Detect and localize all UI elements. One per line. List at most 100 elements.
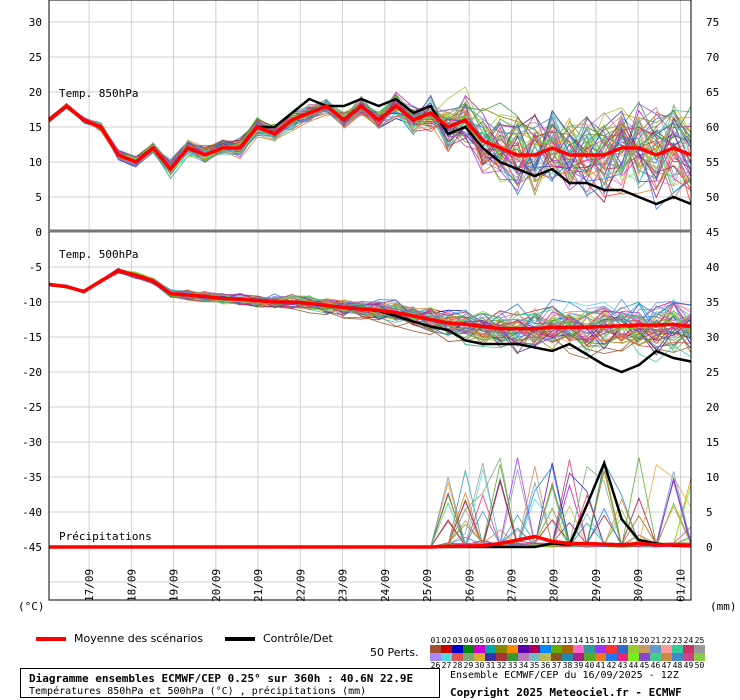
perts-swatch (694, 653, 705, 661)
perts-swatch (551, 645, 562, 653)
perts-swatch-row (430, 653, 705, 661)
perts-swatch (551, 653, 562, 661)
perts-swatch (562, 653, 573, 661)
perts-number: 01 (430, 636, 441, 645)
y-right-tick: 55 (706, 156, 719, 169)
perts-swatch (661, 645, 672, 653)
perts-swatch (661, 653, 672, 661)
legend-mean-label: Moyenne des scénarios (74, 632, 203, 645)
y-left-tick: 20 (29, 86, 42, 99)
x-tick-label: 30/09 (632, 569, 645, 602)
perts-number: 41 (595, 661, 606, 670)
perts-swatch (474, 645, 485, 653)
y-left-tick: -45 (22, 541, 42, 554)
x-tick-label: 25/09 (421, 569, 434, 602)
perts-number: 46 (650, 661, 661, 670)
x-tick-label: 19/09 (168, 569, 181, 602)
y-left-tick: -5 (29, 261, 42, 274)
legend-control-label: Contrôle/Det (263, 632, 333, 645)
perts-number: 49 (683, 661, 694, 670)
y-left-tick: -30 (22, 436, 42, 449)
perts-swatch (496, 645, 507, 653)
x-tick-label: 18/09 (125, 569, 138, 602)
mean-line (49, 534, 692, 549)
tick-labels: 17/09 18/09 19/09 20/09 21/09 22/09 23/09 24/09… (22, 16, 719, 602)
main-series (47, 97, 692, 549)
perts-number: 12 (551, 636, 562, 645)
plot-background (49, 0, 691, 600)
y-left-tick: -40 (22, 506, 42, 519)
ensemble-member-line (48, 94, 692, 166)
perts-number: 50 (694, 661, 705, 670)
right-unit-label: (mm) (710, 600, 737, 613)
y-left-tick: 5 (35, 191, 42, 204)
perts-swatch (529, 653, 540, 661)
perts-swatch (441, 645, 452, 653)
x-tick-label: 01/10 (674, 569, 687, 602)
perts-number: 24 (683, 636, 694, 645)
perts-number: 02 (441, 636, 452, 645)
perts-number: 08 (507, 636, 518, 645)
perts-swatch (683, 645, 694, 653)
perts-swatch (628, 645, 639, 653)
perts-number: 03 (452, 636, 463, 645)
perts-swatch (573, 645, 584, 653)
temp500-label: Temp. 500hPa (59, 248, 138, 261)
perts-number: 39 (573, 661, 584, 670)
perts-swatch (518, 645, 529, 653)
perts-swatch (595, 653, 606, 661)
perts-number: 15 (584, 636, 595, 645)
perts-number: 07 (496, 636, 507, 645)
perts-number: 31 (485, 661, 496, 670)
y-left-tick: -25 (22, 401, 42, 414)
perts-swatch (672, 653, 683, 661)
perts-swatch (606, 645, 617, 653)
x-tick-label: 29/09 (590, 569, 603, 602)
perts-swatch (683, 653, 694, 661)
perts-swatch (540, 653, 551, 661)
perturbation-legend: 01 02 03 04 05 06 07 08 09 10 11 12 13 14 15 16 17 18 19 20… (430, 636, 705, 670)
chart-title: Diagramme ensembles ECMWF/CEP 0.25° sur … (29, 672, 414, 685)
y-right-tick: 10 (706, 471, 719, 484)
perts-swatch (452, 645, 463, 653)
x-tick-label: 17/09 (83, 569, 96, 602)
perts-swatch (650, 653, 661, 661)
perts-number: 32 (496, 661, 507, 670)
perts-number: 38 (562, 661, 573, 670)
legend-mean-swatch (36, 637, 66, 641)
perts-swatch (606, 653, 617, 661)
perts-number: 36 (540, 661, 551, 670)
perts-number: 11 (540, 636, 551, 645)
plot-frame (48, 0, 692, 601)
perts-number: 33 (507, 661, 518, 670)
y-right-tick: 25 (706, 366, 719, 379)
perts-number: 29 (463, 661, 474, 670)
perts-swatch (672, 645, 683, 653)
y-right-tick: 75 (706, 16, 719, 29)
title-box: Diagramme ensembles ECMWF/CEP 0.25° sur … (20, 668, 440, 698)
perts-swatch (584, 645, 595, 653)
y-right-tick: 0 (706, 541, 713, 554)
perts-swatch (562, 645, 573, 653)
temp850-label: Temp. 850hPa (59, 87, 138, 100)
perts-swatch (474, 653, 485, 661)
y-left-tick: 0 (35, 226, 42, 239)
perts-row: 26 27 28 29 30 31 32 33 34 35 36 37 38 39 40 41 42 43 44 45… (430, 661, 705, 670)
perts-number: 19 (628, 636, 639, 645)
perts-number: 04 (463, 636, 474, 645)
legend-control: Contrôle/Det (225, 632, 333, 645)
legend-control-swatch (225, 637, 255, 641)
y-left-tick: -35 (22, 471, 42, 484)
y-right-tick: 35 (706, 296, 719, 309)
y-left-tick: 10 (29, 156, 42, 169)
perts-swatch (628, 653, 639, 661)
x-tick-label: 23/09 (337, 569, 350, 602)
perts-number: 25 (694, 636, 705, 645)
perts-swatch (485, 645, 496, 653)
perts-number: 45 (639, 661, 650, 670)
perts-number: 40 (584, 661, 595, 670)
legend-mean: Moyenne des scénarios (36, 632, 203, 645)
perts-swatch (430, 645, 441, 653)
perts-number: 23 (672, 636, 683, 645)
y-right-tick: 70 (706, 51, 719, 64)
